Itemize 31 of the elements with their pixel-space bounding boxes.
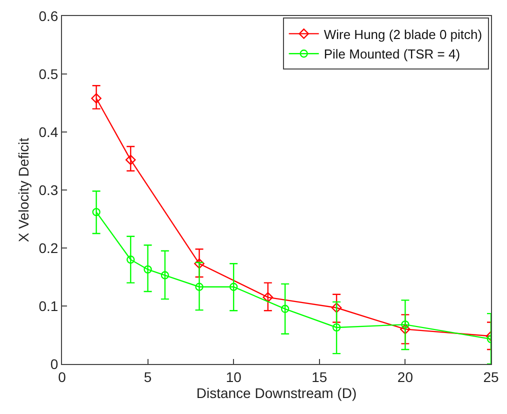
point	[280, 304, 290, 313]
x-tick-label: 25	[483, 368, 499, 385]
point	[400, 324, 410, 334]
legend-label: Pile Mounted (TSR = 4)	[324, 46, 460, 62]
y-tick-label: 0.4	[38, 124, 58, 140]
x-tick-label: 20	[397, 368, 414, 385]
y-tick-label: 0.2	[38, 240, 58, 256]
point	[332, 323, 341, 332]
point	[126, 256, 135, 264]
y-tick-label: 0.3	[38, 182, 58, 198]
x-tick-label: 10	[226, 368, 242, 385]
y-tick-label: 0.5	[38, 66, 58, 82]
x-tick-label: 15	[312, 368, 328, 385]
point	[160, 271, 170, 280]
y-axis-title: X Velocity Deficit	[15, 138, 32, 242]
x-tick-label: 5	[144, 368, 152, 385]
y-tick-label: 0.1	[38, 298, 58, 314]
x-axis-title: Distance Downstream (D)	[196, 385, 357, 402]
point	[401, 320, 410, 329]
y-tick-label: 0.6	[38, 8, 58, 24]
point	[230, 282, 238, 291]
legend-label: Wire Hung (2 blade 0 pitch)	[324, 26, 482, 42]
point	[194, 258, 204, 269]
point	[92, 208, 100, 216]
point	[125, 154, 136, 165]
point	[195, 282, 204, 291]
point	[144, 265, 152, 274]
point	[262, 292, 274, 302]
point	[91, 93, 102, 104]
y-tick-label: 0	[50, 356, 58, 372]
point	[331, 302, 342, 313]
